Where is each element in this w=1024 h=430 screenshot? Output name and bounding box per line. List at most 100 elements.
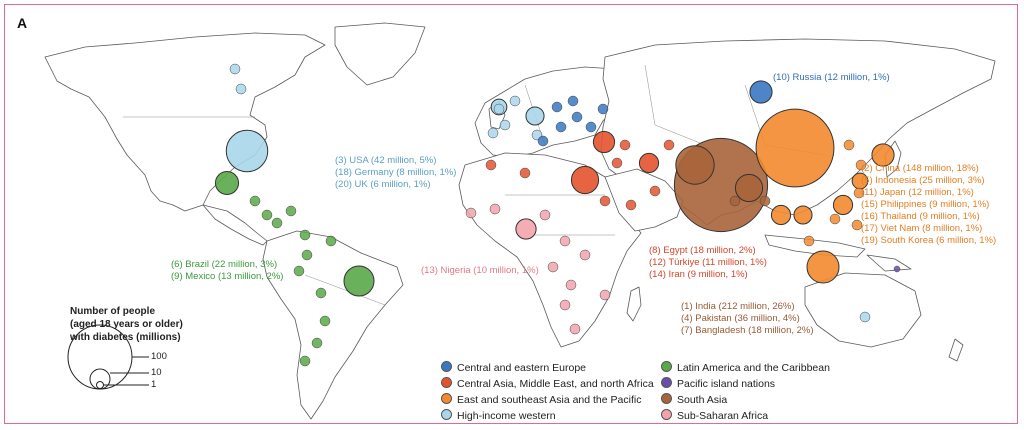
madagascar-landmass (626, 286, 642, 322)
legend-item-sub-saharan-africa: Sub-Saharan Africa (661, 409, 768, 422)
annotation-line: (9) Mexico (13 million, 2%) (171, 271, 284, 282)
bubble-small (649, 185, 661, 197)
legend-item-central-asia-middle-east: Central Asia, Middle East, and north Afr… (441, 377, 654, 390)
bubble-small (519, 167, 531, 179)
annotation-high-income: (3) USA (42 million, 5%) (18) Germany (8… (335, 155, 456, 191)
legend-label: Latin America and the Caribbean (677, 362, 830, 374)
bubble-small (301, 249, 313, 261)
africa-landmass (458, 152, 642, 348)
bubble-small (729, 195, 741, 207)
panel-letter: A (17, 15, 28, 31)
bubble-small (299, 355, 311, 367)
bubble-small (599, 289, 611, 301)
figure-frame: A (10) Russia (12 million, 1%) (3) USA (… (4, 4, 1018, 424)
bubble-small (493, 103, 505, 115)
annotation-russia: (10) Russia (12 million, 1%) (773, 72, 890, 84)
legend-item-central-eastern-europe: Central and eastern Europe (441, 361, 586, 374)
bubble-bangladesh (734, 173, 764, 203)
bubble-small (293, 265, 305, 277)
legend-swatch (661, 361, 672, 372)
bubble-small (319, 315, 331, 327)
bubble-small (271, 217, 283, 229)
bubble-china (755, 108, 835, 188)
legend-label: East and southeast Asia and the Pacific (457, 394, 642, 406)
annotation-line: (4) Pakistan (36 million, 4%) (681, 313, 800, 324)
bubble-egypt (570, 165, 600, 195)
legend-label: Central Asia, Middle East, and north Afr… (457, 378, 654, 390)
bubble-small (325, 235, 337, 247)
bubble-small (567, 95, 579, 107)
bubble-japan (871, 143, 895, 167)
bubble-small (485, 159, 497, 171)
world-map (44, 22, 996, 420)
legend-label: Pacific island nations (677, 378, 776, 390)
annotation-line: (15) Philippines (9 million, 1%) (861, 199, 990, 210)
bubble-small (579, 249, 591, 261)
bubble-small (229, 63, 241, 75)
legend-item-south-asia: South Asia (661, 393, 727, 406)
bubble-small (611, 157, 623, 169)
size-legend-circle-1 (96, 381, 104, 389)
size-legend-label-1: 1 (151, 379, 157, 390)
bubble-small (663, 139, 675, 151)
annotation-line: (13) Nigeria (10 million, 1%) (421, 265, 539, 276)
bubble-small (487, 127, 499, 139)
bubble-small (625, 199, 637, 211)
bubble-small (547, 261, 559, 273)
legend-label: South Asia (677, 394, 728, 406)
bubble-small (489, 203, 501, 215)
bubble-thailand (770, 204, 792, 226)
bubble-germany (525, 106, 545, 126)
bubble-iran (638, 152, 660, 174)
legend-item-east-southeast-asia: East and southeast Asia and the Pacific (441, 393, 641, 406)
size-legend-title-line: Number of people (70, 306, 156, 317)
annotation-line: (19) South Korea (6 million, 1%) (861, 235, 997, 246)
annotation-east-asia: (2) China (148 million, 18%) (5) Indones… (861, 163, 996, 247)
annotation-latin-america: (6) Brazil (22 million, 3%) (9) Mexico (… (171, 259, 283, 283)
bubble-small (859, 311, 871, 323)
annotation-line: (17) Viet Nam (8 million, 1%) (861, 223, 983, 234)
bubble-small (855, 159, 867, 171)
legend-swatch (441, 361, 452, 372)
annotation-line: (10) Russia (12 million, 1%) (773, 72, 890, 83)
annotation-line: (5) Indonesia (25 million, 3%) (861, 175, 985, 186)
bubble-small (285, 205, 297, 217)
bubble-nigeria (515, 218, 537, 240)
bubble-small (829, 213, 841, 225)
legend-swatch (661, 409, 672, 420)
central-america-landmass (202, 204, 268, 246)
bubble-small (539, 209, 551, 221)
size-legend-label-10: 10 (151, 367, 162, 378)
bubble-indonesia (806, 250, 840, 284)
south-america-landmass (262, 230, 404, 420)
bubble-small (465, 207, 477, 219)
bubble-small (571, 111, 583, 123)
bubble-small (853, 187, 865, 199)
bubble-pakistan (675, 145, 715, 185)
size-legend-label-100: 100 (151, 351, 167, 362)
size-legend-title-line: (aged 18 years or older) (70, 319, 183, 330)
annotation-line: (7) Bangladesh (18 million, 2%) (681, 325, 814, 336)
bubble-small (597, 103, 609, 115)
bubble-small (311, 337, 323, 349)
legend-item-pacific-islands: Pacific island nations (661, 377, 775, 390)
annotation-line: (18) Germany (8 million, 1%) (335, 167, 457, 178)
bubble-small (803, 235, 815, 247)
legend-item-latin-america: Latin America and the Caribbean (661, 361, 830, 374)
bubble-small (559, 299, 571, 311)
legend-swatch (441, 409, 452, 420)
north-america-landmass (44, 32, 326, 212)
bubble-small (569, 323, 581, 335)
bubble-small (559, 235, 571, 247)
bubble-usa (225, 129, 269, 173)
annotation-line: (2) China (148 million, 18%) (861, 163, 979, 174)
bubble-brazil (343, 265, 375, 297)
greenland-landmass (334, 22, 426, 86)
annotation-line: (6) Brazil (22 million, 3%) (171, 259, 278, 270)
arabian-peninsula-landmass (604, 168, 684, 232)
bubble-small (249, 195, 261, 207)
annotation-line: (20) UK (6 million, 1%) (335, 179, 431, 190)
annotation-south-asia: (1) India (212 million, 26%) (4) Pakista… (681, 301, 814, 337)
bubble-small (619, 139, 631, 151)
bubble-viet-nam (793, 205, 813, 225)
